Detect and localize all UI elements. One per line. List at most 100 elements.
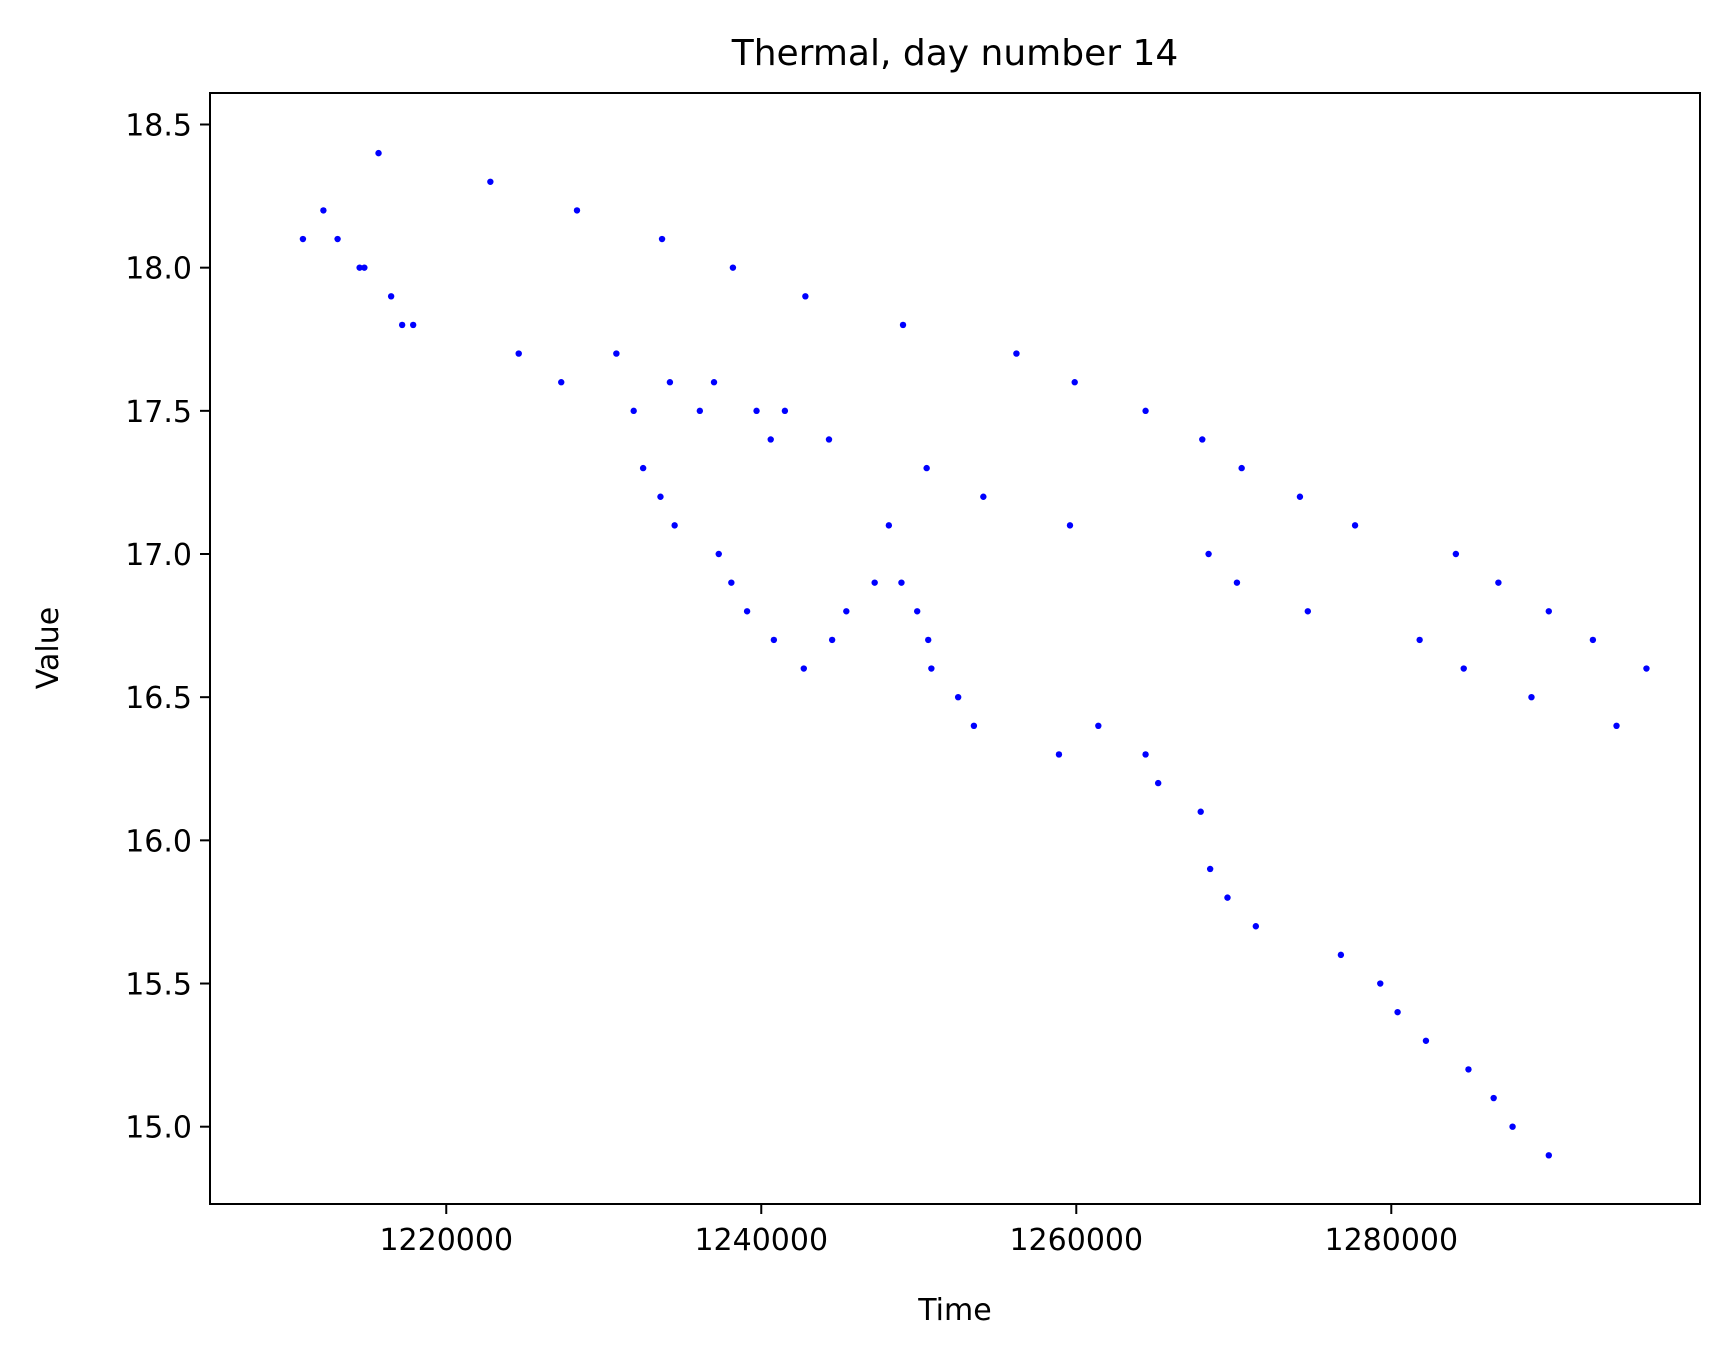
data-point — [1545, 608, 1552, 615]
y-tick-label: 17.0 — [125, 538, 192, 573]
data-point — [658, 235, 666, 243]
plot-area-frame — [209, 92, 1701, 1205]
data-point — [1416, 636, 1423, 644]
data-point — [1233, 579, 1241, 586]
data-point — [728, 579, 735, 586]
data-point — [1296, 493, 1304, 500]
data-point — [1013, 350, 1020, 357]
data-point — [928, 665, 935, 672]
data-point — [1490, 1094, 1497, 1102]
data-point — [487, 178, 494, 185]
data-point — [923, 464, 930, 472]
data-point — [871, 579, 878, 586]
data-point — [885, 522, 893, 529]
data-points — [299, 149, 1650, 1159]
data-point — [630, 407, 637, 415]
data-point — [387, 293, 395, 300]
data-point — [1495, 579, 1502, 586]
data-point — [1224, 894, 1231, 901]
data-point — [825, 436, 833, 443]
data-point — [1613, 722, 1620, 730]
data-point — [1509, 1123, 1516, 1130]
x-tick-label: 1260000 — [1009, 1223, 1143, 1258]
data-point — [1351, 522, 1359, 529]
data-point — [1304, 608, 1312, 615]
y-tick-label: 16.5 — [125, 681, 192, 716]
data-point — [1643, 665, 1650, 672]
data-point — [770, 636, 778, 644]
data-point — [802, 293, 809, 300]
y-tick-label: 18.0 — [125, 252, 192, 287]
data-point — [299, 235, 307, 243]
data-point — [1377, 980, 1384, 987]
data-point — [1394, 1008, 1401, 1016]
data-point — [1205, 550, 1212, 558]
data-point — [1465, 1066, 1472, 1073]
data-point — [1071, 379, 1078, 386]
data-point — [1252, 923, 1260, 930]
data-point — [613, 350, 620, 357]
data-point — [1528, 693, 1535, 701]
data-point — [781, 407, 789, 415]
data-point — [1337, 951, 1345, 959]
data-point — [1422, 1037, 1430, 1044]
data-point — [925, 636, 932, 644]
data-point — [1095, 722, 1102, 730]
axes: 1220000 1240000 1260000 1280000 15.0 15.5 16.0… — [125, 108, 1458, 1258]
data-point — [1452, 550, 1460, 558]
y-tick-label: 15.0 — [125, 1111, 192, 1146]
data-point — [1206, 865, 1214, 873]
chart-title: Thermal, day number 14 — [731, 33, 1179, 74]
data-point — [1460, 665, 1467, 672]
data-point — [828, 636, 836, 644]
data-point — [743, 608, 751, 615]
y-tick-label: 18.5 — [125, 108, 192, 143]
data-point — [954, 693, 962, 701]
x-axis-title: Time — [917, 1293, 991, 1328]
data-point — [1066, 522, 1074, 529]
data-point — [639, 464, 647, 472]
data-point — [398, 321, 406, 329]
data-point — [361, 264, 368, 271]
data-point — [320, 207, 327, 214]
x-tick-label: 1240000 — [694, 1223, 828, 1258]
data-point — [715, 550, 722, 558]
data-point — [1142, 407, 1149, 415]
data-point — [980, 493, 987, 500]
data-point — [334, 235, 341, 243]
data-point — [515, 350, 522, 357]
x-tick-label: 1220000 — [379, 1223, 513, 1258]
data-point — [1055, 751, 1063, 758]
data-point — [800, 665, 807, 672]
data-point — [913, 608, 921, 615]
data-point — [1199, 436, 1206, 443]
data-point — [666, 379, 674, 386]
data-point — [573, 207, 581, 214]
data-point — [657, 493, 664, 500]
data-point — [375, 149, 382, 157]
data-point — [1142, 751, 1149, 758]
data-point — [1545, 1152, 1552, 1159]
data-point — [409, 321, 417, 329]
data-point — [753, 407, 760, 415]
data-point — [1197, 808, 1204, 815]
y-axis-title: Value — [31, 607, 66, 689]
x-tick-label: 1280000 — [1324, 1223, 1458, 1258]
data-point — [970, 722, 978, 730]
y-tick-label: 15.5 — [125, 968, 192, 1003]
data-point — [898, 579, 905, 586]
data-point — [1238, 464, 1245, 472]
data-point — [356, 264, 363, 271]
y-tick-label: 17.5 — [125, 395, 192, 430]
data-point — [1154, 779, 1162, 787]
data-point — [696, 407, 704, 415]
y-tick-label: 16.0 — [125, 824, 192, 859]
data-point — [899, 321, 907, 329]
data-point — [558, 379, 565, 386]
data-point — [767, 436, 774, 443]
data-point — [710, 379, 718, 386]
data-point — [729, 264, 737, 271]
data-point — [671, 522, 678, 529]
data-point — [843, 608, 850, 615]
